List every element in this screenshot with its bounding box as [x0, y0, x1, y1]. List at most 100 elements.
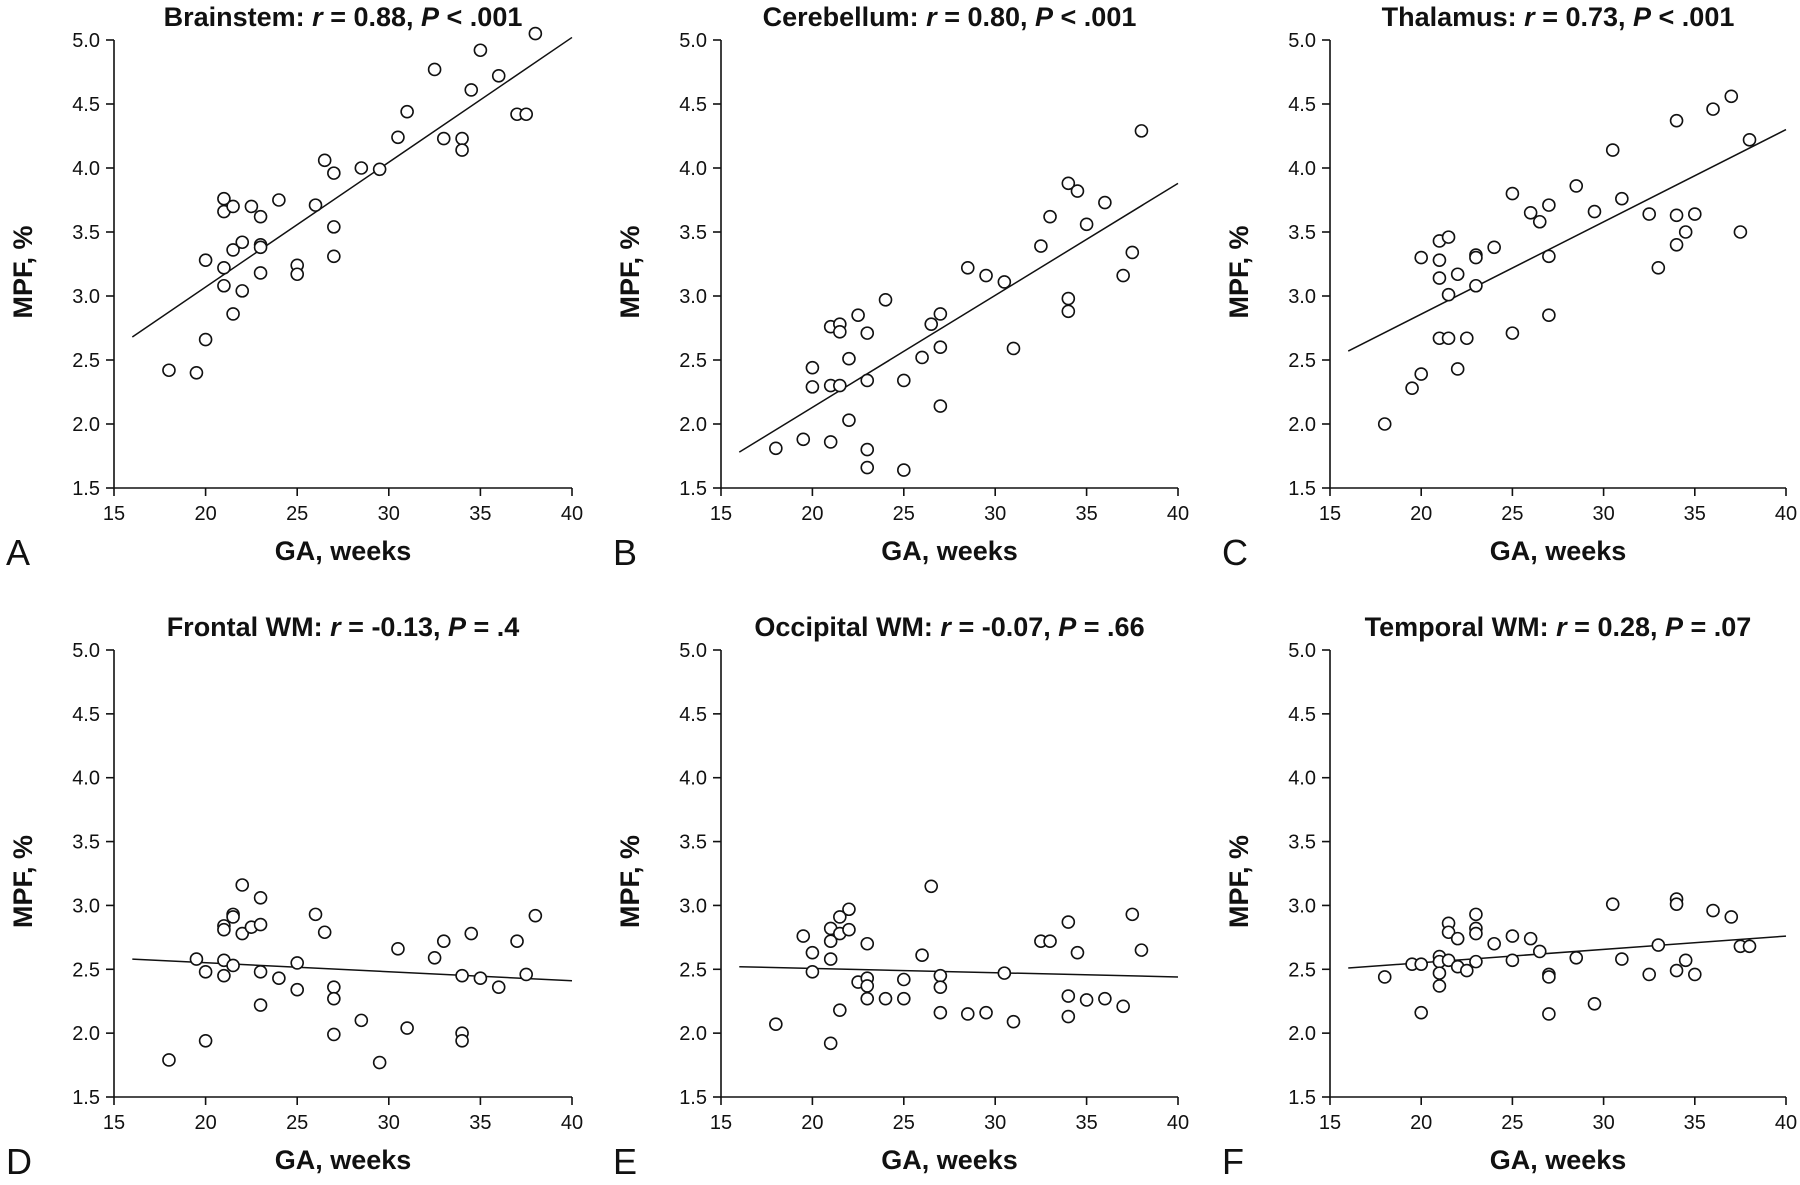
data-point: [436, 934, 451, 948]
data-point: [796, 929, 811, 943]
data-point: [1061, 291, 1076, 306]
data-point: [1706, 903, 1720, 918]
data-point: [1460, 963, 1474, 978]
title-region: Thalamus:: [1382, 2, 1525, 32]
panel-e: 15 20 25 30 35 40 1.5 2.0 2.5 3.0 3.5 4.0 4.5 5.0 GA, …: [613, 612, 1189, 1182]
x-tick-label: 35: [1684, 1112, 1706, 1134]
data-point: [1688, 967, 1702, 982]
data-point: [823, 1036, 838, 1051]
data-point: [1043, 209, 1057, 224]
x-tick-label: 30: [984, 1112, 1006, 1134]
data-point: [1043, 934, 1057, 948]
data-point: [1450, 931, 1465, 946]
regression-line: [131, 36, 573, 338]
x-axis-label: GA, weeks: [275, 536, 412, 566]
data-point: [226, 958, 240, 973]
x-tick-label: 40: [561, 503, 583, 525]
data-point: [1688, 207, 1702, 221]
data-point: [1669, 897, 1684, 911]
data-point: [1742, 133, 1757, 147]
data-point: [272, 971, 286, 986]
data-point: [464, 83, 479, 97]
y-tick-label: 1.5: [1288, 478, 1316, 500]
x-tick-label: 25: [893, 503, 915, 525]
title-p-label: P: [448, 612, 467, 642]
x-tick-label: 15: [710, 503, 732, 525]
x-tick-label: 35: [469, 503, 491, 525]
data-point: [1061, 304, 1076, 319]
data-point: [528, 908, 543, 923]
data-point: [226, 243, 240, 257]
data-point: [1542, 198, 1556, 212]
data-point: [1505, 326, 1520, 340]
x-tick-label: 40: [561, 1112, 583, 1134]
data-point: [933, 307, 948, 321]
x-tick-label: 25: [893, 1112, 915, 1134]
y-axis-label: MPF, %: [615, 225, 645, 318]
data-point: [1414, 250, 1428, 265]
data-point: [960, 261, 975, 275]
title-r-label: r: [1524, 2, 1536, 32]
data-point: [253, 209, 268, 224]
title-r-label: r: [926, 2, 938, 32]
title-region: Frontal WM:: [167, 612, 330, 642]
y-tick-label: 3.0: [72, 895, 100, 917]
y-tick-label: 5.0: [72, 30, 100, 52]
data-point: [427, 62, 442, 77]
data-point: [217, 922, 231, 937]
data-point: [1669, 238, 1684, 252]
data-point: [933, 399, 948, 413]
data-point: [860, 460, 875, 475]
data-point: [455, 143, 469, 157]
data-point: [391, 130, 405, 145]
data-point: [1669, 113, 1684, 128]
data-point: [1061, 915, 1076, 929]
data-point: [823, 952, 838, 966]
data-point: [235, 284, 250, 298]
data-point: [933, 340, 948, 355]
data-point: [1070, 184, 1085, 198]
axes: [1329, 650, 1786, 1098]
data-point: [1487, 936, 1501, 951]
x-tick-label: 30: [1592, 1112, 1614, 1134]
y-tick-label: 1.5: [679, 478, 707, 500]
data-point: [796, 432, 811, 447]
data-point: [162, 1053, 176, 1067]
data-point: [1034, 239, 1048, 253]
data-point: [1125, 245, 1140, 260]
data-point: [1441, 287, 1456, 302]
x-tick-label: 15: [103, 503, 125, 525]
data-point: [372, 162, 387, 177]
data-point: [860, 442, 875, 457]
y-tick-label: 2.0: [1288, 414, 1316, 436]
data-point: [1706, 102, 1720, 116]
data-point: [1061, 989, 1076, 1003]
data-point: [1061, 176, 1076, 191]
data-point: [198, 965, 213, 979]
data-point: [823, 435, 838, 449]
x-tick-label: 30: [378, 503, 400, 525]
title-r-value: = 0.28,: [1567, 612, 1665, 642]
data-point: [1079, 217, 1094, 232]
title-region: Cerebellum:: [763, 2, 927, 32]
title-r-label: r: [940, 612, 952, 642]
data-point: [896, 373, 911, 388]
title-p-label: P: [1633, 2, 1652, 32]
data-point: [519, 967, 534, 982]
data-point: [528, 26, 543, 41]
data-point: [896, 991, 911, 1006]
data-point: [1532, 214, 1547, 229]
regression-line: [739, 965, 1179, 978]
data-point: [1432, 979, 1447, 993]
data-point: [842, 413, 856, 427]
y-tick-label: 5.0: [1288, 640, 1316, 662]
data-point: [217, 261, 231, 275]
data-point: [997, 275, 1012, 289]
data-point: [1505, 953, 1520, 968]
data-point: [933, 968, 948, 983]
data-point: [198, 1034, 213, 1048]
x-tick-label: 20: [194, 1112, 216, 1134]
panel-b: 15 20 25 30 35 40 1.5 2.0 2.5 3.0 3.5 4.0 4.5 5.0 GA, …: [613, 2, 1189, 573]
data-point: [1441, 953, 1456, 968]
title-r-label: r: [312, 2, 324, 32]
